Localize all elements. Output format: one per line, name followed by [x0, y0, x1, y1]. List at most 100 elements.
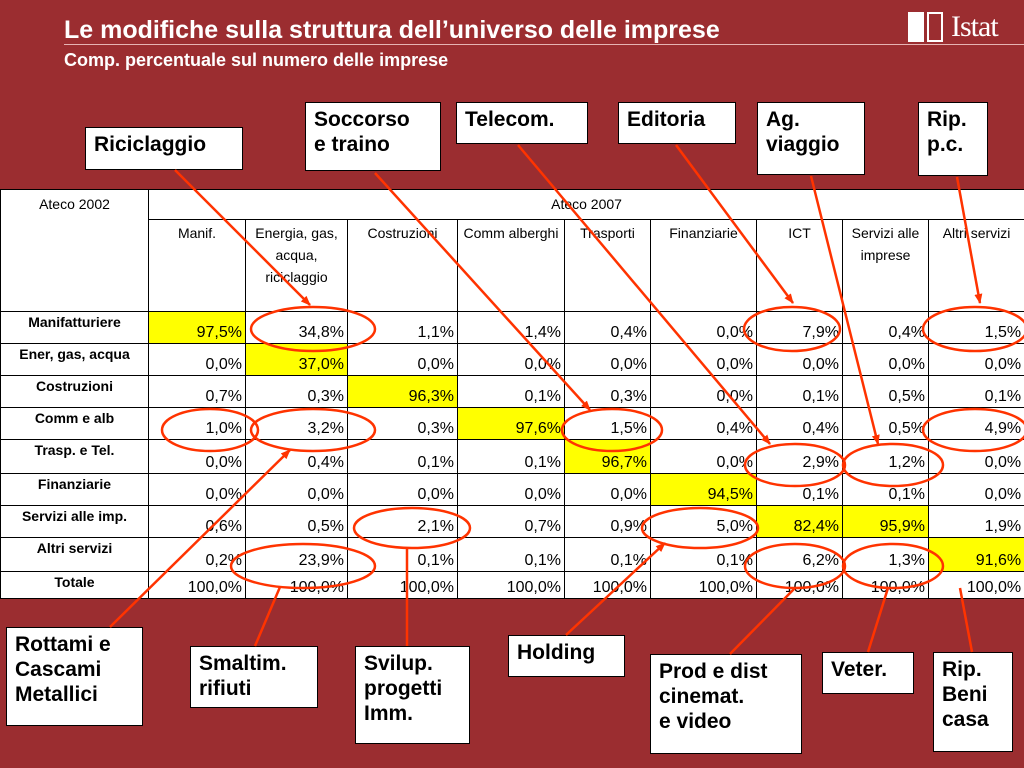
row-header: Totale: [0, 571, 149, 599]
row-header: Ener, gas, acqua: [0, 343, 149, 376]
row-header: Servizi alle imp.: [0, 505, 149, 538]
table-cell: 0,3%: [564, 375, 651, 408]
table-cell: 0,1%: [457, 537, 565, 572]
table-cell: 91,6%: [927, 537, 1024, 572]
column-header: Finanziarie: [650, 219, 757, 312]
callout-rip-pc: Rip. p.c.: [918, 102, 988, 176]
table-cell: 0,0%: [650, 439, 757, 474]
table-cell: 4,9%: [927, 407, 1024, 440]
callout-rip-beni-casa: Rip. Beni casa: [933, 652, 1013, 752]
table-cell: 1,5%: [927, 311, 1024, 344]
table-cell: 0,0%: [148, 473, 246, 506]
table-row: Costruzioni 0,7% 0,3% 96,3% 0,1% 0,3% 0,0% 0,1%…: [0, 375, 1024, 408]
table-row: Finanziarie 0,0% 0,0% 0,0% 0,0% 0,0% 94,5% 0,1%…: [0, 473, 1024, 506]
table-cell: 2,9%: [756, 439, 843, 474]
table-cell: 96,7%: [564, 439, 651, 474]
table-row: Comm e alb 1,0% 3,2% 0,3% 97,6% 1,5% 0,4% 0,4% 0…: [0, 407, 1024, 440]
table-cell: 0,1%: [457, 375, 565, 408]
callout-editoria: Editoria: [618, 102, 736, 144]
table-cell: 3,2%: [245, 407, 348, 440]
table-cell: 0,0%: [650, 343, 757, 376]
column-header: Trasporti: [564, 219, 651, 312]
table-cell: 0,0%: [650, 311, 757, 344]
table-cell: 0,4%: [756, 407, 843, 440]
table-cell: 0,4%: [245, 439, 348, 474]
table-cell: 0,1%: [927, 375, 1024, 408]
table-cell: 97,6%: [457, 407, 565, 440]
transition-table: Ateco 2002 Ateco 2007 Manif. Energia, gas…: [0, 189, 1024, 599]
table-cell: 0,1%: [564, 537, 651, 572]
table-cell: 0,0%: [927, 473, 1024, 506]
table-cell: 100,0%: [148, 571, 246, 599]
group-header: Ateco 2007: [147, 189, 1024, 220]
table-cell: 82,4%: [756, 505, 843, 538]
table-cell: 0,2%: [148, 537, 246, 572]
slide-title: Le modifiche sulla struttura dell’univer…: [64, 16, 720, 44]
table-cell: 100,0%: [457, 571, 565, 599]
corner-header: Ateco 2002: [0, 189, 149, 312]
table-cell: 0,0%: [347, 473, 458, 506]
column-header: Altri servizi: [927, 219, 1024, 312]
table-cell: 0,4%: [650, 407, 757, 440]
table-cell: 0,4%: [842, 311, 929, 344]
table-cell: 0,0%: [564, 473, 651, 506]
table-cell: 0,9%: [564, 505, 651, 538]
table-cell: 0,0%: [457, 473, 565, 506]
table-cell: 1,0%: [148, 407, 246, 440]
callout-prod-dist-cinemat: Prod e dist cinemat. e video: [650, 654, 802, 754]
table-cell: 6,2%: [756, 537, 843, 572]
table-cell: 7,9%: [756, 311, 843, 344]
table-cell: 95,9%: [842, 505, 929, 538]
table-cell: 1,3%: [842, 537, 929, 572]
table-cell: 37,0%: [245, 343, 348, 376]
table-cell: 23,9%: [245, 537, 348, 572]
table-row: Altri servizi 0,2% 23,9% 0,1% 0,1% 0,1% 0,1% 6,…: [0, 537, 1024, 572]
table-cell: 100,0%: [245, 571, 348, 599]
table-cell: 0,1%: [457, 439, 565, 474]
table-cell: 0,1%: [347, 439, 458, 474]
callout-svilup-progetti: Svilup. progetti Imm.: [355, 646, 470, 744]
table-cell: 1,1%: [347, 311, 458, 344]
table-cell: 100,0%: [927, 571, 1024, 599]
table-cell: 0,0%: [927, 439, 1024, 474]
column-header: ICT: [756, 219, 843, 312]
row-header: Manifatturiere: [0, 311, 149, 344]
column-header: Servizi alle imprese: [842, 219, 929, 312]
table-cell: 0,1%: [347, 537, 458, 572]
table-cell: 0,0%: [347, 343, 458, 376]
table-cell: 0,0%: [148, 439, 246, 474]
table-cell: 0,3%: [245, 375, 348, 408]
column-header: Costruzioni: [347, 219, 458, 312]
table-cell: 0,5%: [842, 375, 929, 408]
table-cell: 1,9%: [927, 505, 1024, 538]
table-cell: 0,1%: [842, 473, 929, 506]
table-cell: 97,5%: [148, 311, 246, 344]
table-cell: 100,0%: [842, 571, 929, 599]
callout-rottami: Rottami e Cascami Metallici: [6, 627, 143, 726]
table-cell: 0,3%: [347, 407, 458, 440]
table-cell: 1,5%: [564, 407, 651, 440]
istat-logo: Istat: [908, 10, 999, 44]
table-cell: 0,7%: [148, 375, 246, 408]
table-cell: 1,4%: [457, 311, 565, 344]
table-row: Servizi alle imp. 0,6% 0,5% 2,1% 0,7% 0,9% 5,0…: [0, 505, 1024, 538]
table-cell: 0,1%: [650, 537, 757, 572]
table-cell: 0,0%: [927, 343, 1024, 376]
table-cell: 0,6%: [148, 505, 246, 538]
row-header: Costruzioni: [0, 375, 149, 408]
callout-veter: Veter.: [822, 652, 914, 694]
table-row: Ener, gas, acqua 0,0% 37,0% 0,0% 0,0% 0,0% 0,0…: [0, 343, 1024, 376]
table-cell: 0,0%: [842, 343, 929, 376]
table-cell: 0,0%: [756, 343, 843, 376]
table-cell: 0,0%: [457, 343, 565, 376]
table-cell: 0,5%: [842, 407, 929, 440]
callout-holding: Holding: [508, 635, 625, 677]
column-header: Energia, gas, acqua, riciclaggio: [245, 219, 348, 312]
title-divider: [64, 44, 1024, 45]
istat-logo-text: Istat: [951, 10, 999, 43]
istat-logo-icon: [908, 12, 943, 42]
row-header: Finanziarie: [0, 473, 149, 506]
table-cell: 0,0%: [148, 343, 246, 376]
table-cell: 100,0%: [564, 571, 651, 599]
table-cell: 0,1%: [756, 473, 843, 506]
